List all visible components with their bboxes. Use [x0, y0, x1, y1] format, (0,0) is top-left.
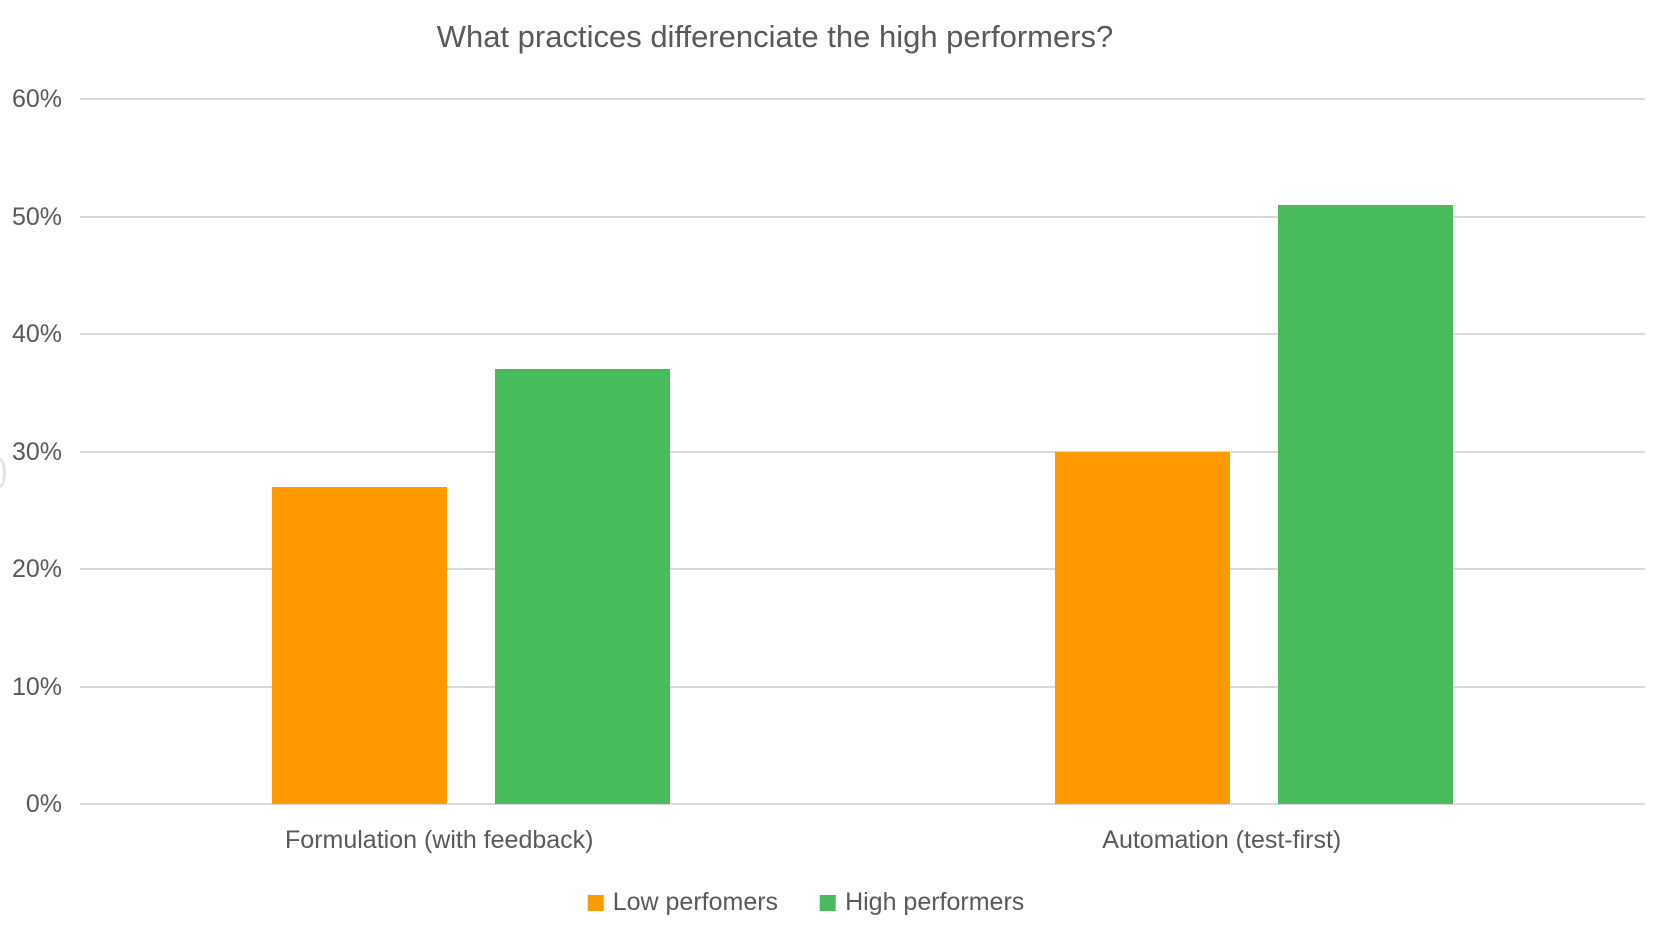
y-axis-tick-label: 60%	[11, 85, 62, 113]
bar-high-performers-automation-test-first	[1277, 204, 1453, 804]
legend-item-low-perfomers: Low perfomers	[587, 888, 779, 917]
y-axis-tick-label: 0%	[25, 790, 62, 818]
gridline-60%	[80, 98, 1645, 100]
gridline-50%	[80, 215, 1645, 218]
legend-swatch-icon	[820, 894, 837, 911]
legend-label: High performers	[845, 888, 1025, 916]
chart-title: What practices differenciate the high pe…	[436, 19, 1114, 54]
bar-low-perfomers-automation-test-first	[1054, 451, 1230, 804]
y-axis-tick-label: 50%	[11, 202, 62, 231]
x-category-label-formulation-with-feedback: Formulation (with feedback)	[285, 826, 594, 854]
bar-low-perfomers-formulation-with-feedback	[272, 486, 448, 804]
y-axis-tick-label: 10%	[11, 672, 62, 701]
y-axis-tick-label: 30%	[11, 437, 62, 466]
y-axis-tick-label: 20%	[11, 555, 62, 583]
legend: Low perfomers High performers	[587, 888, 1024, 917]
gridline-0%	[80, 803, 1645, 805]
legend-label: Low perfomers	[612, 888, 779, 916]
x-category-label-automation-test-first: Automation (test-first)	[1102, 826, 1342, 854]
legend-swatch-icon	[587, 894, 604, 911]
gridline-30%	[80, 450, 1645, 453]
bar-high-performers-formulation-with-feedback	[495, 369, 671, 804]
gridline-10%	[80, 685, 1645, 688]
legend-item-high-performers: High performers	[820, 888, 1024, 917]
gridline-40%	[80, 333, 1645, 335]
y-axis-tick-label: 40%	[11, 320, 62, 348]
gridline-20%	[80, 568, 1645, 570]
